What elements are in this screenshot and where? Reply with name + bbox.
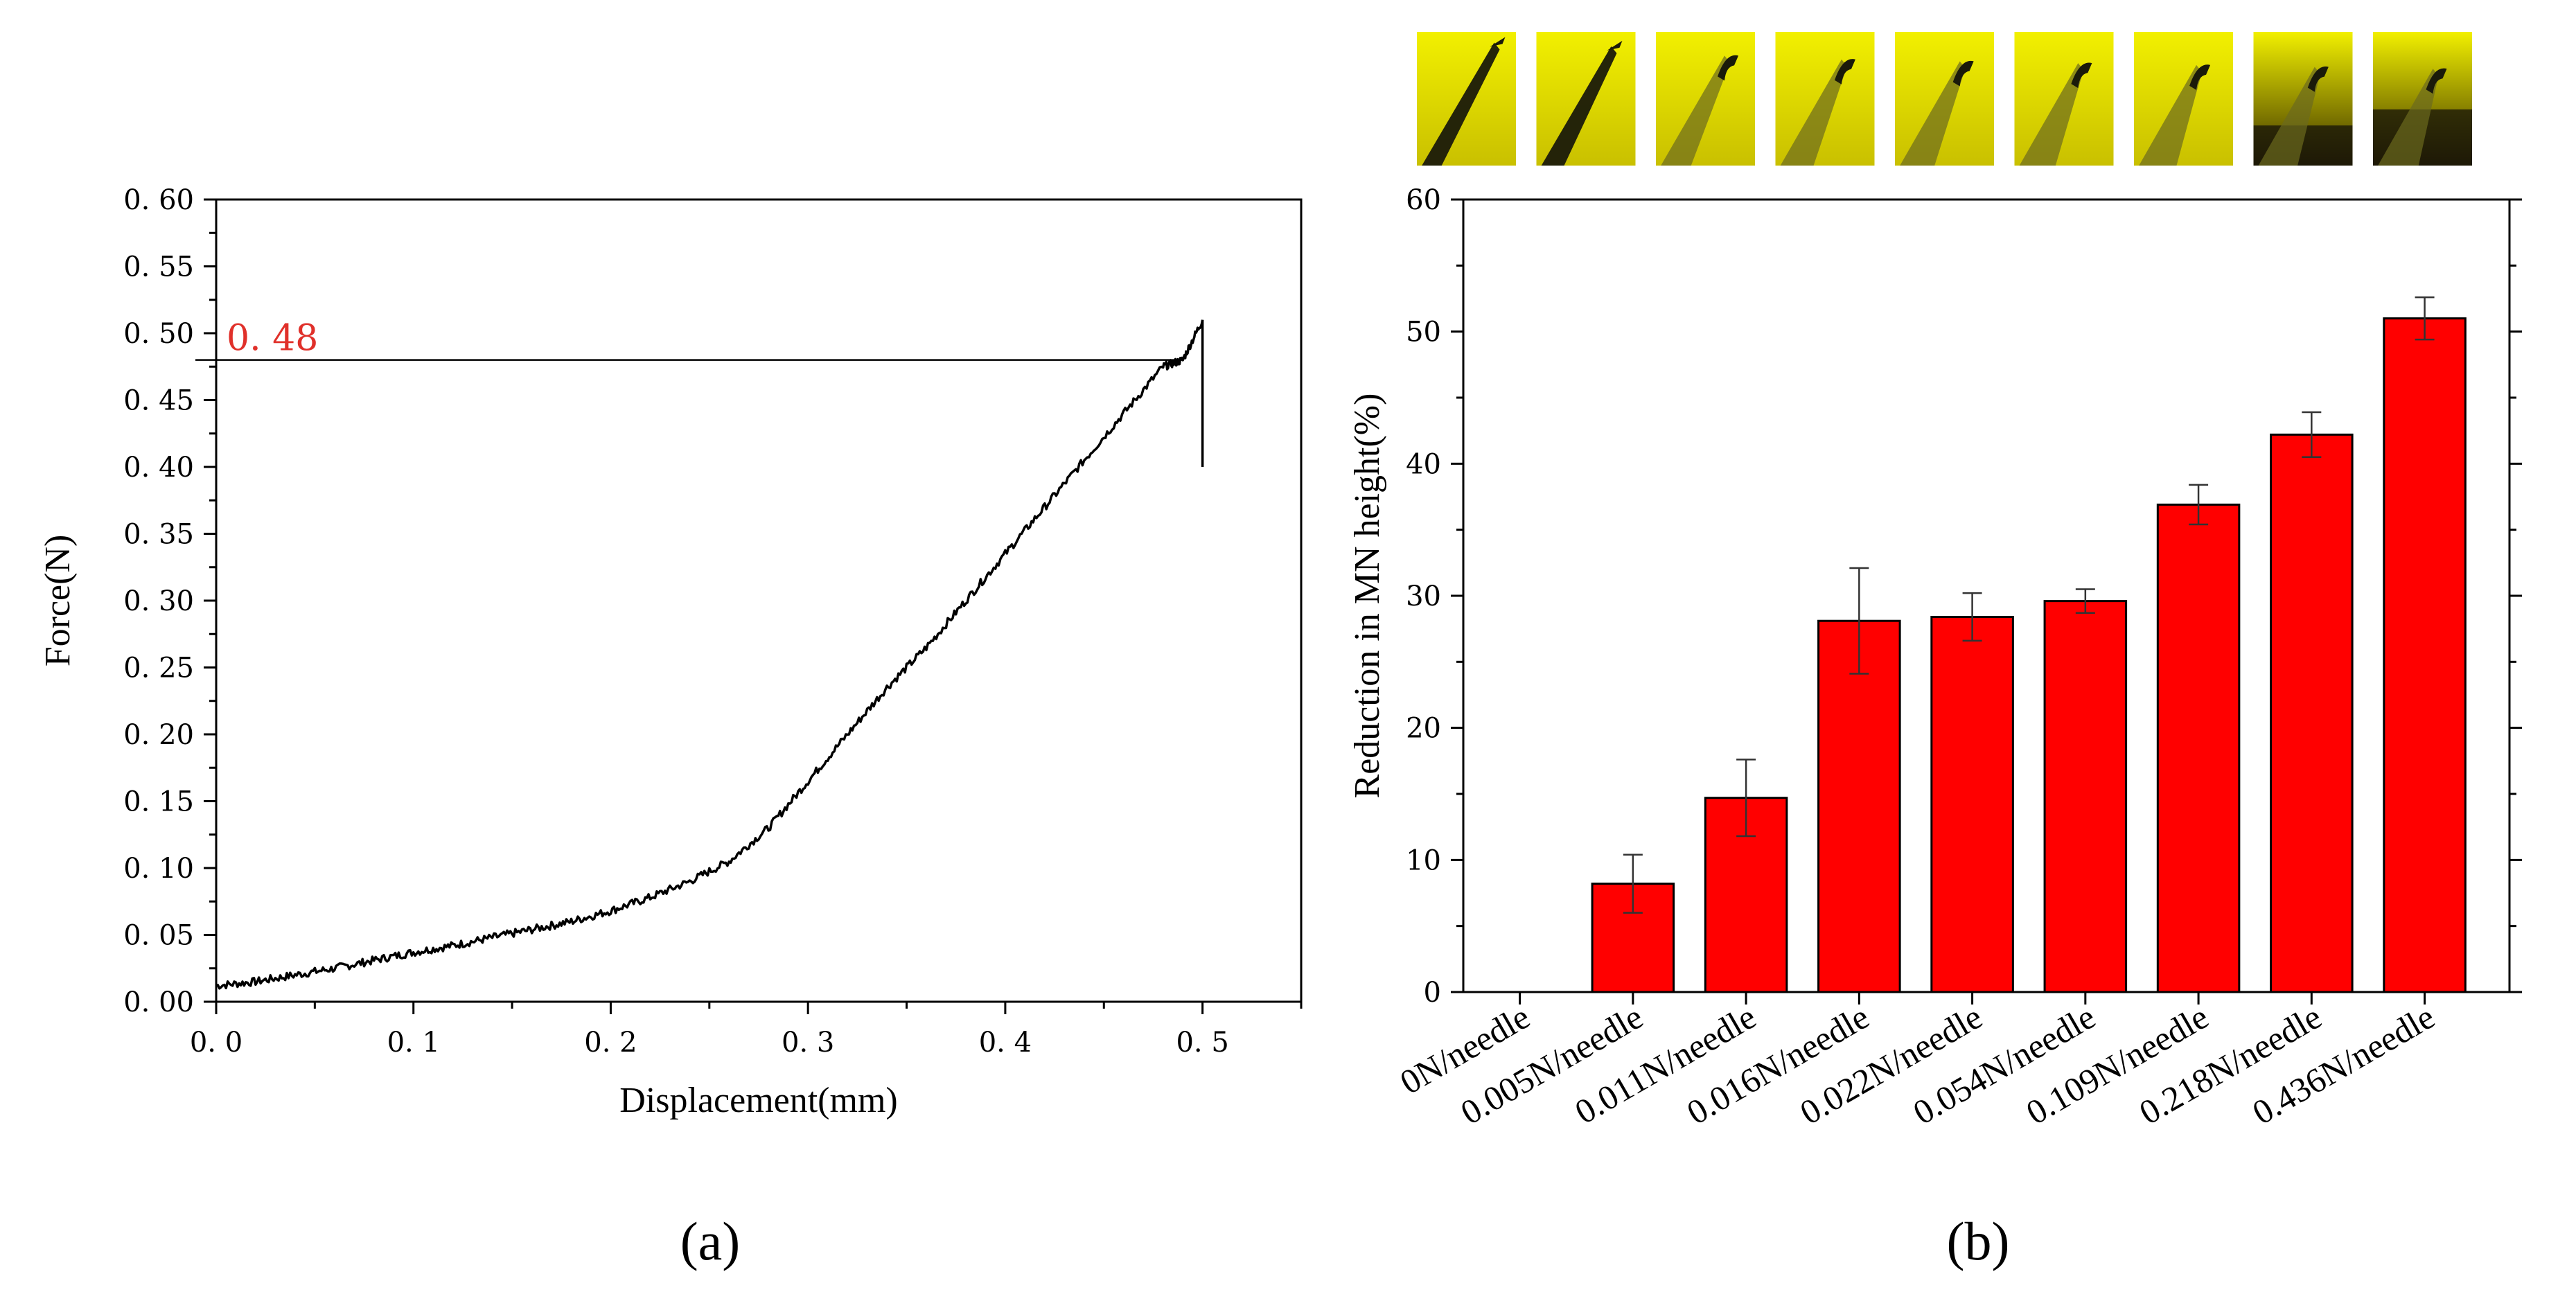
y-tick-label: 0. 35 — [123, 519, 194, 551]
needle-tip — [1490, 37, 1506, 47]
y-tick-label: 40 — [1406, 448, 1441, 480]
microneedle-tip-photo — [1536, 32, 1636, 166]
x-tick-label: 0. 0 — [190, 1027, 242, 1059]
needle-tip — [1607, 40, 1623, 51]
bar — [2156, 503, 2241, 993]
x-tick-label: 0. 2 — [584, 1027, 637, 1059]
y-tick-label: 0. 05 — [123, 920, 194, 952]
panel-b-bars — [1591, 296, 2467, 993]
needle-shaft — [2258, 67, 2320, 166]
microneedle-tip-photo — [2014, 32, 2114, 166]
panel-a-x-axis-title: Displacement(mm) — [619, 1081, 897, 1120]
x-tick-label: 0. 1 — [387, 1027, 440, 1059]
panel-a-plot-frame — [215, 198, 1303, 1003]
peak-force-annotation: 0. 48 — [227, 318, 318, 360]
needle-bent-tip — [1952, 60, 1974, 87]
needle-shaft — [2139, 64, 2203, 166]
microneedle-tip-photo — [1895, 32, 1994, 166]
needle-bent-tip — [1834, 59, 1855, 85]
force-displacement-line — [215, 319, 1204, 990]
y-tick-label: 0. 45 — [123, 385, 194, 417]
needle-shaft — [1422, 42, 1500, 166]
needle-bent-tip — [2071, 62, 2092, 89]
needle-shaft — [1541, 46, 1617, 166]
needle-shaft — [1780, 59, 1847, 166]
panel-a-ticks: 0. 00 0. 05 0. 10 0. 15 0. 20 0. 25 0. 30 0. 35… — [123, 184, 1303, 1059]
needle-bent-tip — [2189, 64, 2211, 90]
panel-b-plot-frame — [1462, 198, 2511, 993]
microneedle-tip-photo — [1775, 32, 1875, 166]
x-tick-label: 0. 5 — [1176, 1027, 1228, 1059]
x-tick-label: 0. 3 — [782, 1027, 834, 1059]
needle-shaft — [2378, 69, 2439, 166]
y-tick-label: 0. 55 — [123, 251, 194, 283]
needle-shaft — [1661, 55, 1731, 166]
panel-a-line-chart: 0. 00 0. 05 0. 10 0. 15 0. 20 0. 25 0. 30 0. 35… — [38, 184, 1303, 1271]
bar — [1817, 619, 1901, 993]
y-tick-label: 30 — [1406, 581, 1441, 612]
bar — [2270, 433, 2354, 993]
y-tick-label: 0. 25 — [123, 653, 194, 684]
y-tick-label: 60 — [1406, 184, 1441, 216]
microneedle-tip-photo — [2373, 32, 2472, 166]
panel-a-label: (a) — [680, 1211, 741, 1271]
needle-bent-tip — [2426, 68, 2447, 94]
panel-b-bar-chart: 01020304050600N/needle0.005N/needle0.011… — [1348, 32, 2522, 1271]
y-tick-label: 10 — [1406, 844, 1441, 876]
y-tick-label: 0. 10 — [123, 853, 194, 885]
needle-bent-tip — [1718, 55, 1739, 81]
y-tick-label: 0. 40 — [123, 452, 194, 484]
microneedle-thumbnail-strip — [1417, 32, 2472, 166]
bar — [2043, 600, 2128, 993]
y-tick-label: 0. 30 — [123, 585, 194, 617]
needle-bent-tip — [2307, 66, 2329, 92]
microneedle-tip-photo — [1656, 32, 1755, 166]
y-tick-label: 20 — [1406, 713, 1441, 745]
y-tick-label: 0. 50 — [123, 318, 194, 350]
y-tick-label: 0. 15 — [123, 786, 194, 818]
needle-shaft — [2019, 63, 2084, 166]
y-tick-label: 50 — [1406, 317, 1441, 348]
microneedle-tip-photo — [2253, 32, 2353, 166]
y-tick-label: 0. 20 — [123, 719, 194, 751]
microneedle-tip-photo — [1417, 32, 1516, 166]
y-tick-label: 0. 60 — [123, 184, 194, 216]
panel-a-y-axis-title: Force(N) — [38, 535, 78, 667]
y-tick-label: 0. 00 — [123, 986, 194, 1018]
y-tick-label: 0 — [1424, 977, 1441, 1009]
x-tick-label: 0. 4 — [979, 1027, 1032, 1059]
needle-shaft — [1900, 61, 1966, 166]
panel-b-label: (b) — [1947, 1211, 2010, 1271]
bar — [2383, 317, 2467, 993]
bar — [1930, 616, 2014, 993]
microneedle-tip-photo — [2134, 32, 2233, 166]
panel-b-y-axis-title: Reduction in MN height(%) — [1348, 393, 1387, 799]
